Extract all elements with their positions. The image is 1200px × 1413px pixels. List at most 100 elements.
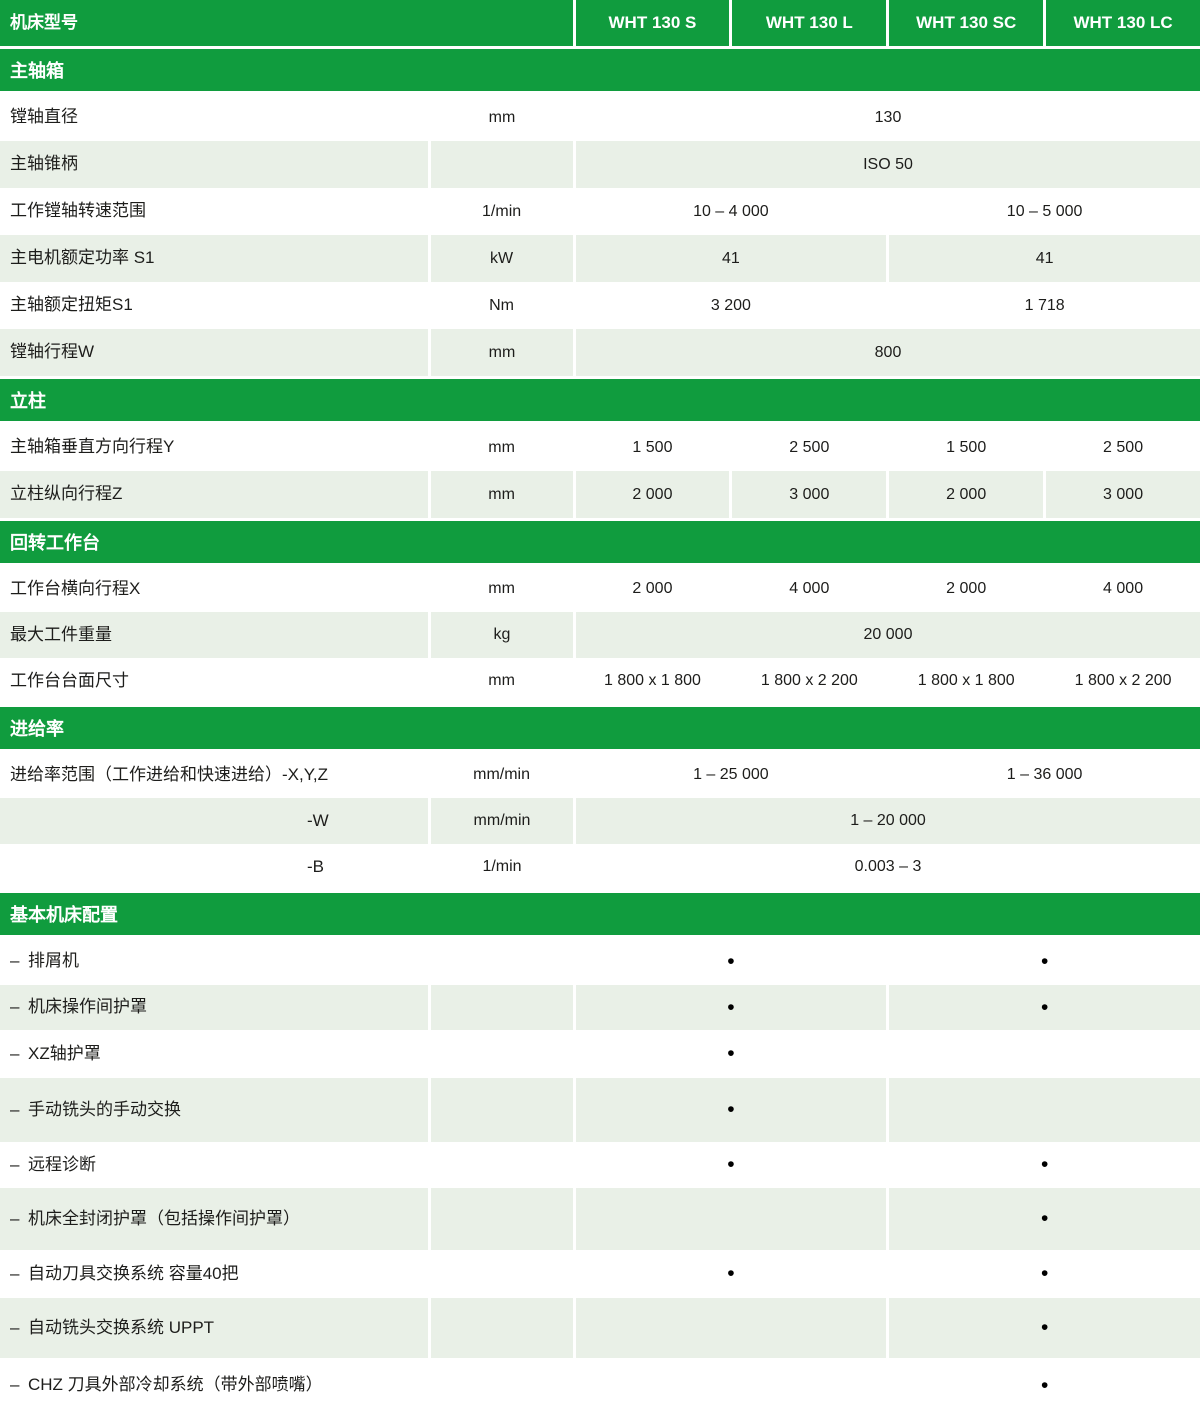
config-label-text: CHZ 刀具外部冷却系统（带外部喷嘴）	[28, 1375, 323, 1395]
spec-label: 主轴箱垂直方向行程Y	[10, 437, 175, 457]
spec-unit: mm/min	[428, 798, 573, 844]
availability-dot-s-l: •	[572, 938, 887, 985]
spec-unit	[427, 1142, 573, 1188]
config-label: – CHZ 刀具外部冷却系统（带外部喷嘴）	[0, 1358, 428, 1413]
spec-value-l: 2 500	[729, 424, 886, 471]
section-header-spindle: 主轴箱	[0, 49, 1200, 91]
spec-value-l: 1 800 x 2 200	[729, 658, 886, 704]
spec-unit	[427, 1298, 573, 1358]
section-header-basic-configuration: 基本机床配置	[0, 893, 1200, 935]
spec-label: 工作台横向行程X	[10, 578, 141, 598]
dash-mark: –	[10, 1375, 20, 1395]
column-header-wht130s: WHT 130 S	[572, 0, 730, 46]
column-header-wht130l: WHT 130 L	[729, 0, 887, 46]
spec-value-sc-lc: 1 – 36 000	[886, 752, 1200, 798]
table-row: 主轴锥柄 ISO 50	[0, 141, 1200, 188]
table-row: – XZ轴护罩 •	[0, 1030, 1200, 1078]
spec-unit	[427, 1250, 573, 1298]
axis-designator: -B	[307, 856, 324, 876]
dash-mark: –	[10, 1317, 20, 1337]
availability-dot-s-l: •	[572, 985, 887, 1030]
spec-value-l: 3 000	[729, 471, 887, 518]
spec-unit: mm	[427, 658, 573, 704]
table-row: 镗轴直径 mm 130	[0, 94, 1200, 141]
config-label: – 排屑机	[0, 938, 428, 985]
availability-dot-s-l: •	[572, 1250, 887, 1298]
availability-dot-sc-lc: •	[886, 1250, 1200, 1298]
spec-value-s-l: 3 200	[572, 282, 887, 329]
config-label-text: 手动铣头的手动交换	[28, 1099, 181, 1119]
table-row: – 排屑机 • •	[0, 938, 1200, 985]
spec-unit: Nm	[427, 282, 573, 329]
availability-dot-sc-lc: •	[886, 1142, 1200, 1188]
table-row: 工作镗轴转速范围 1/min 10 – 4 000 10 – 5 000	[0, 188, 1200, 235]
availability-dot-sc-lc	[886, 1030, 1200, 1078]
config-label: – 自动铣头交换系统 UPPT	[0, 1298, 428, 1358]
table-row: 进给率范围（工作进给和快速进给） -X,Y,Z mm/min 1 – 25 00…	[0, 752, 1200, 798]
table-row: – 自动刀具交换系统 容量40把 • •	[0, 1250, 1200, 1298]
config-label-text: 排屑机	[28, 951, 79, 971]
table-row: – 自动铣头交换系统 UPPT •	[0, 1298, 1200, 1358]
table-row: 主轴额定扭矩S1 Nm 3 200 1 718	[0, 282, 1200, 329]
spec-value-s: 1 500	[572, 424, 730, 471]
column-header-wht130sc: WHT 130 SC	[886, 0, 1044, 46]
dash-mark: –	[10, 997, 20, 1017]
spec-label: -W	[0, 798, 428, 844]
dash-mark: –	[10, 1154, 20, 1174]
availability-dot-s-l: •	[572, 1030, 887, 1078]
spec-label: 立柱纵向行程Z	[0, 471, 428, 518]
spec-value-all: 130	[573, 94, 1200, 141]
table-row: – 远程诊断 • •	[0, 1142, 1200, 1188]
config-label: – 远程诊断	[0, 1142, 428, 1188]
spec-value-lc: 3 000	[1043, 471, 1200, 518]
spec-value-sc-lc: 1 718	[886, 282, 1200, 329]
machine-model-header: 机床型号	[0, 0, 573, 46]
config-label: – 自动刀具交换系统 容量40把	[0, 1250, 428, 1298]
section-header-feed-rate: 进给率	[0, 707, 1200, 749]
config-label-text: 机床操作间护罩	[28, 997, 147, 1017]
spec-unit: 1/min	[428, 844, 573, 890]
table-header-row: 机床型号 WHT 130 S WHT 130 L WHT 130 SC WHT …	[0, 0, 1200, 46]
spec-label: 主轴锥柄	[0, 141, 428, 188]
availability-dot-s-l: •	[572, 1142, 887, 1188]
dash-mark: –	[10, 1099, 20, 1119]
spec-value-s-l: 10 – 4 000	[572, 188, 887, 235]
spec-unit: 1/min	[427, 188, 573, 235]
config-label-text: 机床全封闭护罩（包括操作间护罩）	[28, 1208, 300, 1228]
table-row: 立柱纵向行程Z mm 2 000 3 000 2 000 3 000	[0, 471, 1200, 518]
config-label-text: 自动铣头交换系统 UPPT	[28, 1317, 215, 1337]
spec-value-sc: 2 000	[886, 471, 1044, 518]
table-row: – 机床全封闭护罩（包括操作间护罩） •	[0, 1188, 1200, 1250]
spec-unit: mm	[427, 566, 573, 612]
availability-dot-sc-lc: •	[886, 938, 1200, 985]
table-row: 镗轴行程W mm 800	[0, 329, 1200, 376]
spec-value-s: 2 000	[572, 566, 730, 612]
spec-unit	[427, 1358, 573, 1413]
spec-label: 工作台台面尺寸	[10, 670, 129, 690]
config-label: – 手动铣头的手动交换	[0, 1078, 428, 1142]
table-row: 工作台横向行程X mm 2 000 4 000 2 000 4 000	[0, 566, 1200, 612]
config-label-text: 远程诊断	[28, 1154, 96, 1174]
config-label: – XZ轴护罩	[0, 1030, 428, 1078]
spec-unit	[427, 985, 573, 1030]
spec-unit	[427, 938, 573, 985]
spec-value-sc-lc: 10 – 5 000	[886, 188, 1200, 235]
config-label: – 机床操作间护罩	[0, 985, 428, 1030]
spec-value-sc: 1 500	[886, 424, 1043, 471]
availability-dot-s-l	[572, 1358, 887, 1413]
table-row: – 机床操作间护罩 • •	[0, 985, 1200, 1030]
spec-label: 主轴额定扭矩S1	[10, 295, 133, 315]
spec-value-lc: 2 500	[1043, 424, 1200, 471]
dash-mark: –	[10, 1043, 20, 1063]
spec-label: 镗轴直径	[10, 107, 78, 127]
dash-mark: –	[10, 1208, 20, 1228]
spec-unit: mm	[427, 471, 573, 518]
config-label-text: XZ轴护罩	[28, 1043, 101, 1063]
spec-unit	[427, 1188, 573, 1250]
availability-dot-sc-lc: •	[886, 985, 1200, 1030]
spec-value-sc: 2 000	[886, 566, 1043, 612]
table-row: – CHZ 刀具外部冷却系统（带外部喷嘴） •	[0, 1358, 1200, 1413]
table-row: -W mm/min 1 – 20 000	[0, 798, 1200, 844]
table-row: -B 1/min 0.003 – 3	[0, 844, 1200, 890]
